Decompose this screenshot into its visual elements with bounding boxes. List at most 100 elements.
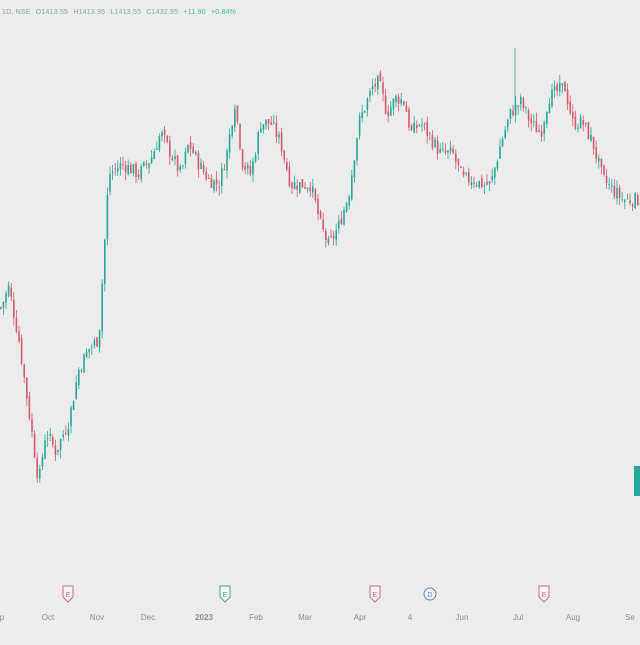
candle-up [499,146,501,158]
candle-up [551,89,553,106]
candle-up [549,104,551,114]
candle-up [88,349,90,352]
candle-up [510,109,512,119]
candle-up [47,438,49,439]
candle-down [31,419,33,432]
candle-up [299,182,301,193]
candle-down [606,176,608,183]
candle-down [637,195,639,205]
candle-up [75,382,77,399]
candle-up [112,171,114,172]
candle-up [179,166,181,170]
candle-up [471,182,473,185]
candle-down [601,158,603,167]
candle-up [252,161,254,174]
candle-up [484,185,486,186]
candle-down [169,140,171,156]
candle-up [359,116,361,136]
candle-down [18,331,20,341]
x-tick-label: 2023 [195,613,213,622]
event-marker[interactable]: E [63,586,73,602]
candle-down [593,137,595,149]
event-marker[interactable]: D [424,588,436,600]
candle-up [504,130,506,138]
legend-change: +11.90 [184,9,206,16]
last-price-label [634,466,640,496]
candle-down [320,212,322,218]
candle-down [304,187,306,188]
x-tick-label: 4 [408,613,413,622]
candle-down [455,153,457,161]
candle-up [153,151,155,159]
candle-up [590,135,592,141]
candle-down [276,123,278,137]
event-marker-label: E [66,592,71,599]
candle-down [556,84,558,91]
candle-down [122,164,124,165]
candle-up [109,174,111,192]
candle-down [166,136,168,142]
legend-high: H1413.95 [73,9,105,16]
candle-down [208,178,210,179]
candle-down [603,166,605,175]
candle-up [328,239,330,243]
candle-up [161,132,163,136]
candle-up [562,83,564,86]
candle-up [507,120,509,128]
candle-down [445,150,447,152]
candle-up [476,185,478,186]
ohlc-legend: 1D, NSE O1413.55 H1413.95 L1413.55 C1432… [2,9,239,16]
candle-down [575,117,577,129]
candle-down [463,171,465,175]
candle-down [317,199,319,214]
x-tick-label: Nov [90,613,104,622]
candle-down [460,167,462,168]
candle-down [536,121,538,133]
candle-up [226,150,228,170]
candle-down [582,120,584,125]
candle-down [567,90,569,104]
event-marker[interactable]: E [539,586,549,602]
candle-up [439,149,441,153]
candle-up [517,106,519,107]
legend-symbol: 1D, NSE [2,9,31,16]
candle-down [198,153,200,169]
candle-down [564,82,566,92]
candle-up [185,152,187,164]
candle-up [231,126,233,136]
x-tick-label: Apr [354,613,367,622]
candle-up [8,285,10,295]
candle-down [237,106,239,122]
candle-up [502,139,504,146]
candle-up [312,186,314,192]
candle-down [325,231,327,240]
legend-open: O1413.55 [36,9,68,16]
candle-down [429,133,431,134]
candle-up [616,188,618,198]
candle-down [172,158,174,160]
candle-up [497,161,499,168]
candle-down [569,102,571,113]
event-marker-label: D [427,592,432,599]
candle-up [447,151,449,153]
candle-down [34,434,36,458]
event-marker[interactable]: E [220,586,230,602]
candle-up [338,221,340,229]
candle-down [341,219,343,224]
candle-up [478,181,480,187]
candle-up [91,347,93,348]
candle-down [29,396,31,419]
legend-low: L1413.55 [110,9,141,16]
candle-down [218,187,220,188]
candle-up [49,434,51,436]
candle-down [512,110,514,115]
event-marker[interactable]: E [370,586,380,602]
candle-down [585,123,587,124]
candle-down [403,101,405,104]
candle-down [125,165,127,172]
candle-down [309,188,311,192]
candle-up [343,210,345,225]
